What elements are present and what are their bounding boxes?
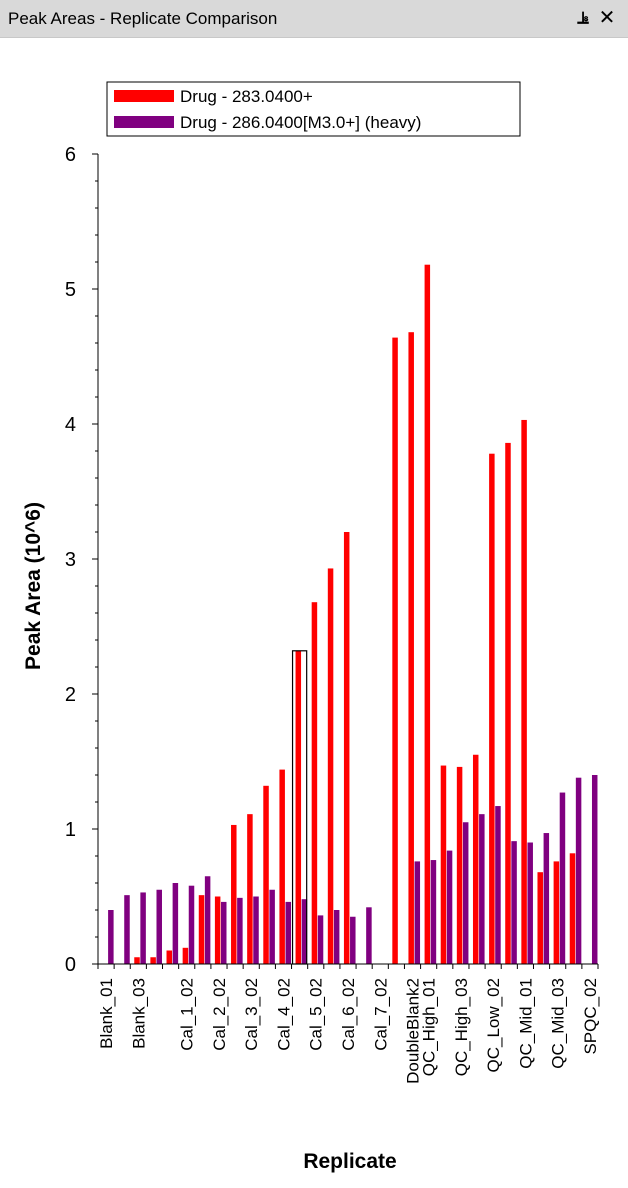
y-tick-label: 1	[65, 819, 76, 841]
bar-heavy-cal_1_01[interactable]	[172, 883, 179, 964]
bar-light-doubleblank2[interactable]	[408, 332, 414, 964]
bar-heavy-cal_2_02[interactable]	[221, 901, 227, 964]
bar-light-cal_2_01[interactable]	[198, 895, 205, 964]
x-tick-label: Cal_7_02	[371, 978, 390, 1051]
bar-light-blank_04[interactable]	[150, 957, 156, 964]
y-tick-label: 4	[65, 414, 76, 436]
bar-heavy-qc_low_02[interactable]	[495, 806, 501, 964]
bar-heavy-cal_3_02[interactable]	[253, 896, 259, 965]
bar-light-qc_mid_01[interactable]	[521, 419, 527, 964]
x-tick-label: QC_Low_02	[484, 978, 503, 1073]
bar-heavy-qc_mid_03[interactable]	[559, 792, 566, 964]
x-tick-label: QC_Mid_03	[549, 978, 568, 1069]
bar-light-qc_mid_02[interactable]	[537, 872, 543, 964]
bar-light-cal_5_02[interactable]	[311, 602, 318, 964]
bar-heavy-doubleblank2[interactable]	[414, 861, 421, 964]
bar-heavy-spqc_01[interactable]	[575, 777, 582, 964]
x-tick-label: QC_High_01	[420, 978, 439, 1076]
bar-light-qc_low_02[interactable]	[489, 453, 495, 964]
bar-light-cal_5_01[interactable]	[295, 650, 302, 964]
x-tick-label: Cal_2_02	[210, 978, 229, 1051]
x-tick-label: SPQC_02	[581, 978, 600, 1055]
x-tick-label: Cal_6_02	[339, 978, 358, 1051]
bar-light-qc_low_03[interactable]	[505, 442, 511, 964]
legend-swatch-drug-heavy	[114, 116, 174, 128]
bar-heavy-cal_2_01[interactable]	[204, 876, 211, 964]
bar-light-cal_2_02[interactable]	[214, 896, 221, 965]
panel-titlebar: Peak Areas - Replicate Comparison ⫡ ✕	[0, 0, 628, 38]
pin-icon[interactable]: ⫡	[577, 8, 589, 27]
x-tick-label: DoubleBlank2	[404, 978, 423, 1084]
x-tick-label: Cal_4_02	[274, 978, 293, 1051]
bar-heavy-cal_5_02[interactable]	[317, 915, 324, 964]
bar-heavy-qc_mid_01[interactable]	[527, 842, 533, 965]
bar-light-cal_3_01[interactable]	[231, 824, 237, 964]
bar-heavy-qc_high_01[interactable]	[430, 860, 437, 964]
bar-light-blank_03[interactable]	[134, 957, 140, 964]
y-tick-label: 3	[65, 549, 76, 571]
bar-heavy-qc_low_03[interactable]	[511, 841, 517, 964]
close-icon[interactable]: ✕	[598, 7, 616, 29]
bar-heavy-blank_03[interactable]	[140, 892, 146, 964]
peak-area-chart: 0 1 2 3 4 5 6 Blank_01 Blank_03 Cal_1_02 Cal_2_02 C…	[22, 81, 600, 1173]
bar-light-qc_low_01[interactable]	[472, 754, 479, 964]
bar-heavy-cal_6_01[interactable]	[333, 910, 340, 964]
bar-heavy-spqc_02[interactable]	[591, 775, 598, 964]
y-tick-label: 6	[65, 144, 76, 166]
legend-box	[106, 81, 521, 137]
bar-heavy-cal_4_02[interactable]	[285, 901, 292, 964]
bar-heavy-blank_04[interactable]	[156, 889, 162, 964]
x-tick-label: Cal_3_02	[242, 978, 261, 1051]
bar-heavy-qc_high_02[interactable]	[446, 850, 453, 964]
bar-light-qc_high_03[interactable]	[456, 766, 463, 964]
x-tick-label: Cal_1_02	[178, 978, 197, 1051]
legend-label-drug-light: Drug - 283.0400+	[180, 87, 313, 106]
axes-group: 0 1 2 3 4 5 6 Blank_01 Blank_03 Cal_1_02 Cal_2_02 C…	[65, 144, 600, 1084]
bar-light-cal_1_01[interactable]	[166, 950, 173, 965]
panel-title: Peak Areas - Replicate Comparison	[8, 9, 278, 28]
x-tick-label: Blank_01	[97, 978, 116, 1049]
bar-light-qc_mid_03[interactable]	[553, 861, 560, 964]
y-axis-title: Peak Area (10^6)	[22, 502, 45, 670]
x-tick-label: Blank_03	[129, 978, 148, 1049]
y-tick-label: 2	[65, 684, 76, 706]
bar-heavy-cal_5_01[interactable]	[301, 899, 308, 964]
bar-light-qc_high_02[interactable]	[440, 765, 447, 964]
bar-light-cal_6_02[interactable]	[343, 532, 350, 964]
bar-heavy-qc_low_01[interactable]	[479, 814, 485, 964]
bar-heavy-cal_4_01[interactable]	[269, 889, 275, 964]
bar-light-cal_3_02[interactable]	[247, 814, 253, 964]
x-tick-label: QC_Mid_01	[516, 978, 535, 1069]
bar-heavy-cal_1_02[interactable]	[188, 885, 195, 964]
x-axis-title: Replicate	[303, 1150, 396, 1173]
x-tick-label: QC_High_03	[452, 978, 471, 1076]
y-tick-label: 5	[65, 279, 76, 301]
legend-label-drug-heavy: Drug - 286.0400[M3.0+] (heavy)	[180, 113, 421, 132]
bar-heavy-blank_02[interactable]	[124, 895, 130, 964]
bar-heavy-cal_7_01[interactable]	[366, 907, 372, 964]
bar-light-cal_4_02[interactable]	[279, 769, 285, 964]
bar-heavy-cal_3_01[interactable]	[237, 897, 243, 964]
x-tick-label: Cal_5_02	[307, 978, 326, 1051]
bar-heavy-blank_01[interactable]	[108, 910, 114, 964]
bar-light-qc_high_01[interactable]	[424, 264, 431, 964]
bar-heavy-cal_6_02[interactable]	[350, 916, 356, 964]
legend-swatch-drug-light	[114, 90, 174, 102]
bar-light-cal_1_02[interactable]	[182, 947, 189, 964]
bar-light-spqc_01[interactable]	[569, 853, 576, 964]
bar-heavy-qc_high_03[interactable]	[462, 822, 469, 964]
bars-group	[108, 264, 598, 965]
bar-light-cal_6_01[interactable]	[327, 568, 334, 964]
bar-light-doubleblank1[interactable]	[392, 337, 398, 965]
bar-light-cal_4_01[interactable]	[263, 785, 269, 964]
y-tick-label: 0	[65, 954, 76, 976]
legend: Drug - 283.0400+ Drug - 286.0400[M3.0+] …	[106, 81, 521, 137]
bar-heavy-qc_mid_02[interactable]	[543, 833, 550, 964]
